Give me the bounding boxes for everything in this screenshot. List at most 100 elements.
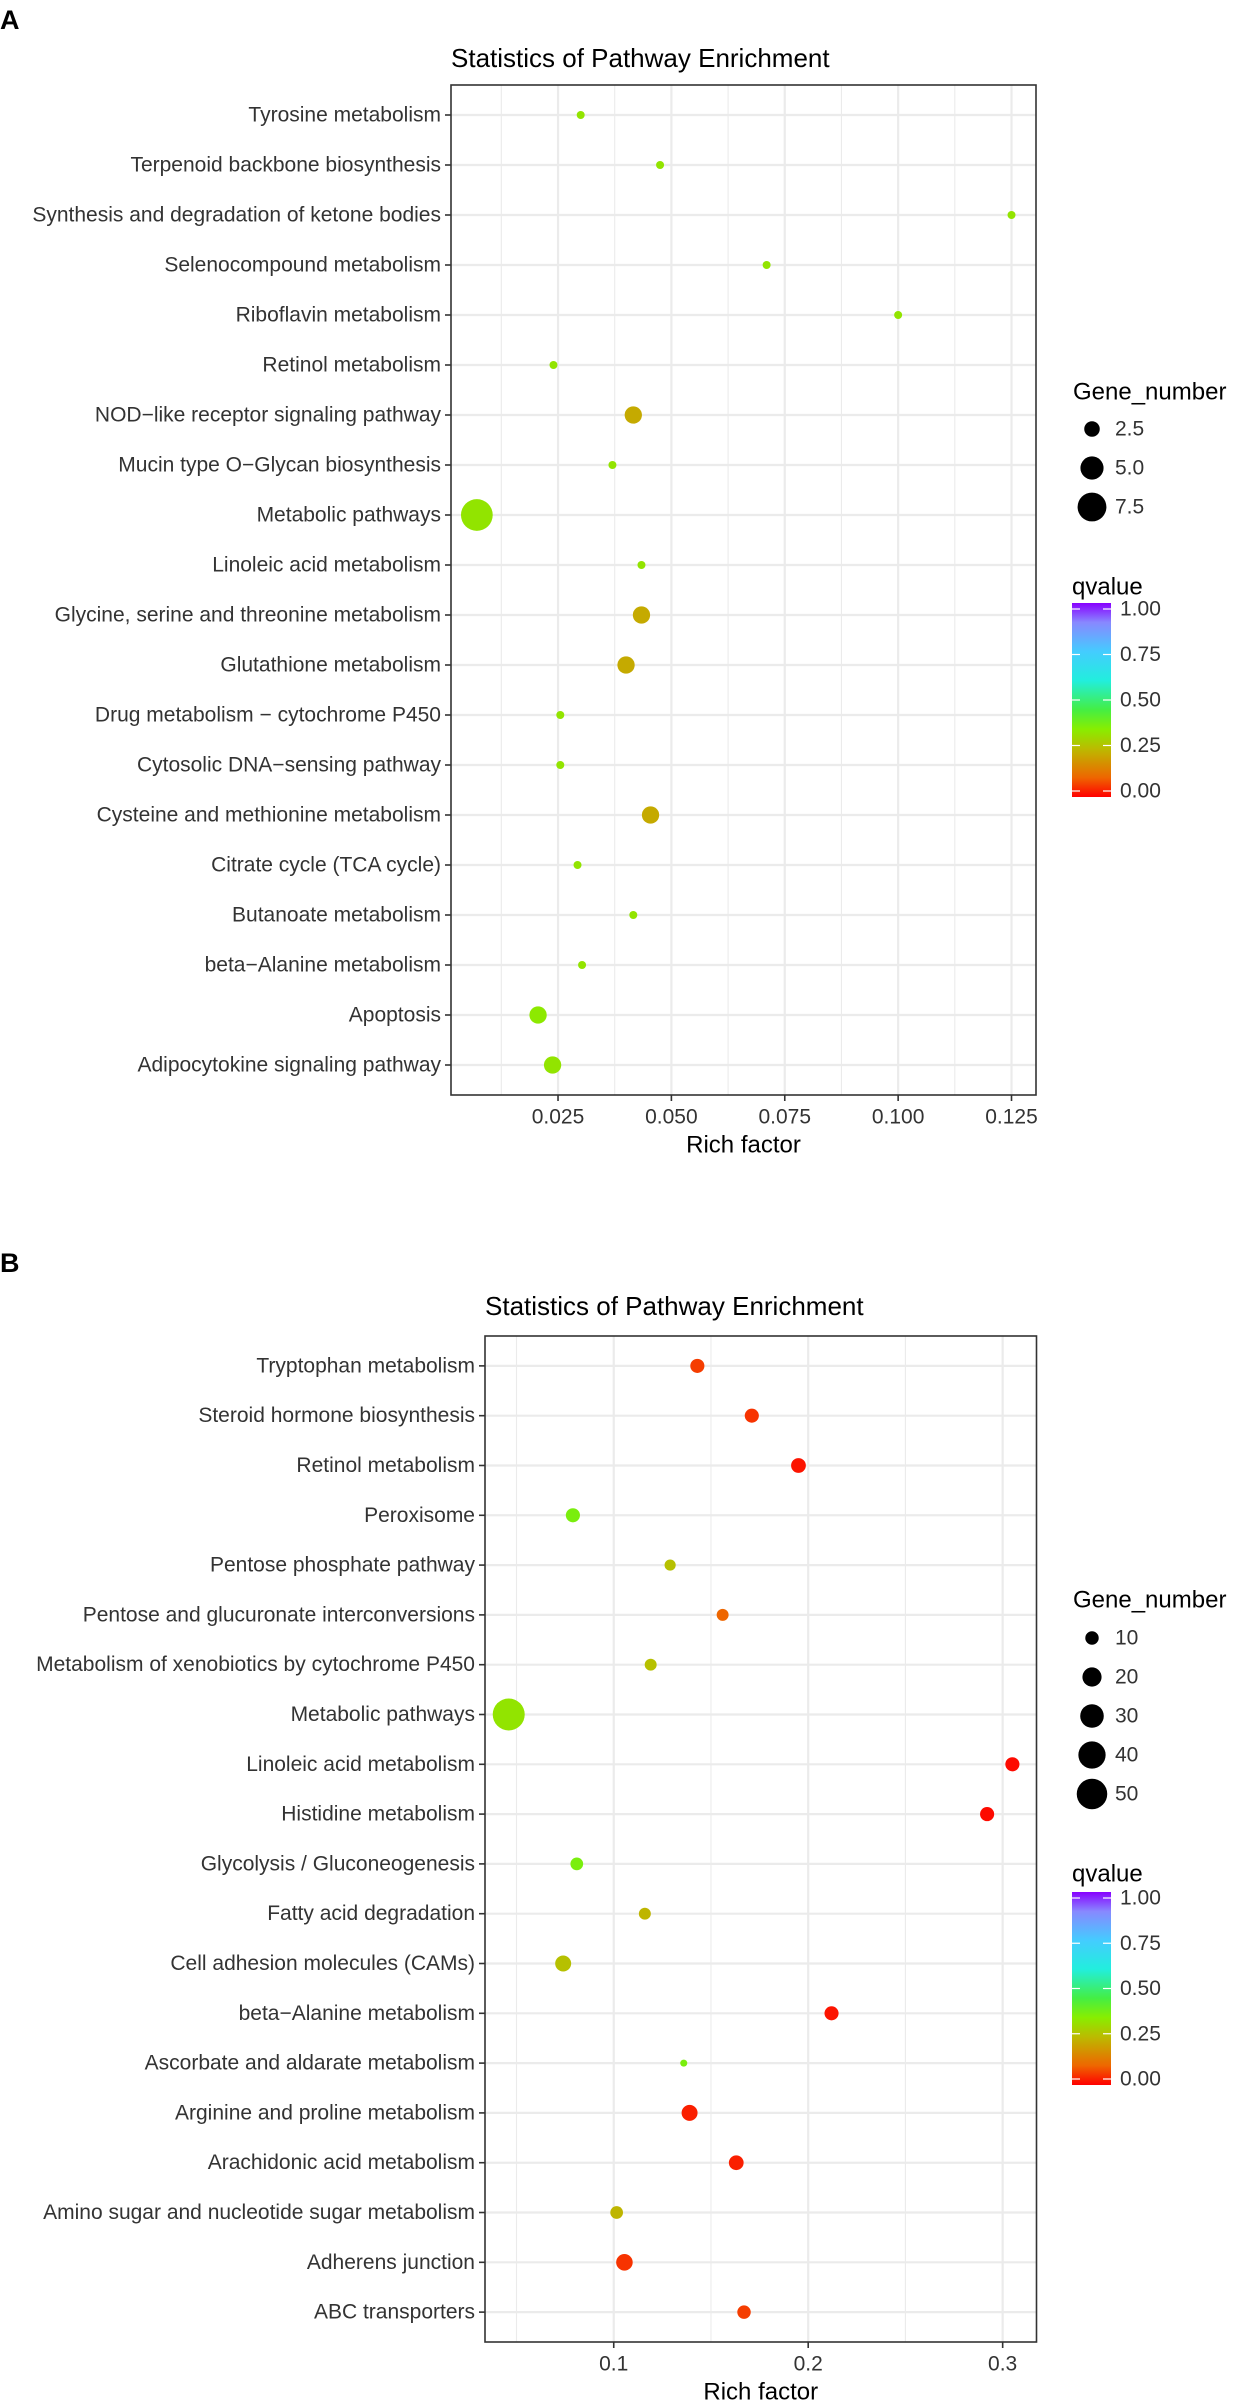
point[interactable] bbox=[762, 261, 771, 269]
colorbar-label: 0.00 bbox=[1120, 780, 1161, 803]
x-tick-label: 0.1 bbox=[599, 2353, 628, 2376]
point[interactable] bbox=[549, 361, 558, 369]
point[interactable] bbox=[629, 911, 638, 919]
point[interactable] bbox=[728, 2155, 744, 2171]
y-tick-label: Apoptosis bbox=[349, 1004, 441, 1027]
point[interactable] bbox=[1005, 1757, 1020, 1772]
point[interactable] bbox=[980, 1807, 995, 1822]
point[interactable] bbox=[529, 1006, 547, 1024]
point[interactable] bbox=[744, 1408, 759, 1423]
y-tick-label: Arachidonic acid metabolism bbox=[208, 2151, 475, 2174]
point[interactable] bbox=[716, 1608, 729, 1621]
y-tick-label: Pentose phosphate pathway bbox=[210, 1554, 476, 1577]
point[interactable] bbox=[641, 806, 660, 824]
y-tick-label: Metabolic pathways bbox=[257, 504, 441, 527]
point[interactable] bbox=[656, 161, 665, 169]
colorbar-label: 0.25 bbox=[1120, 734, 1161, 757]
size-legend-label: 30 bbox=[1115, 1705, 1138, 1728]
point[interactable] bbox=[570, 1857, 584, 1871]
point[interactable] bbox=[578, 961, 587, 969]
point[interactable] bbox=[565, 1508, 580, 1523]
size-legend-key bbox=[1080, 456, 1104, 480]
x-tick-label: 0.3 bbox=[988, 2353, 1017, 2376]
point[interactable] bbox=[617, 656, 635, 674]
y-tick-label: Steroid hormone biosynthesis bbox=[198, 1404, 475, 1427]
size-legend-label: 2.5 bbox=[1115, 418, 1144, 441]
point[interactable] bbox=[556, 711, 565, 719]
points bbox=[492, 1358, 1020, 2319]
plot-area bbox=[451, 85, 1036, 1095]
point[interactable] bbox=[608, 461, 617, 469]
point[interactable] bbox=[624, 406, 642, 424]
color-legend-title: qvalue bbox=[1072, 574, 1143, 601]
y-tick-label: Cell adhesion molecules (CAMs) bbox=[170, 1952, 475, 1975]
point[interactable] bbox=[616, 2254, 633, 2271]
colorbar-label: 0.25 bbox=[1120, 2022, 1161, 2045]
x-axis-label: Rich factor bbox=[686, 1132, 801, 1159]
size-legend-title: Gene_number bbox=[1073, 1587, 1226, 1614]
point[interactable] bbox=[690, 1358, 705, 1373]
point[interactable] bbox=[681, 2104, 698, 2121]
size-legend-label: 20 bbox=[1115, 1666, 1138, 1689]
y-tick-label: Arginine and proline metabolism bbox=[175, 2101, 475, 2124]
point[interactable] bbox=[737, 2305, 751, 2319]
y-tick-label: Glycolysis / Gluconeogenesis bbox=[201, 1852, 475, 1875]
size-legend-key bbox=[1076, 1778, 1108, 1810]
y-tick-label: Ascorbate and aldarate metabolism bbox=[145, 2052, 475, 2075]
y-tick-label: NOD−like receptor signaling pathway bbox=[95, 404, 442, 427]
point[interactable] bbox=[1007, 211, 1016, 219]
size-legend-label: 40 bbox=[1115, 1744, 1138, 1767]
y-tick-label: Cytosolic DNA−sensing pathway bbox=[137, 754, 442, 777]
y-tick-label: Tryptophan metabolism bbox=[256, 1354, 475, 1377]
y-tick-label: Tyrosine metabolism bbox=[248, 104, 441, 127]
x-tick-label: 0.2 bbox=[794, 2353, 823, 2376]
point[interactable] bbox=[555, 1955, 572, 1972]
point[interactable] bbox=[894, 311, 903, 319]
panel-label: A bbox=[0, 5, 20, 35]
colorbar-label: 1.00 bbox=[1120, 1887, 1161, 1910]
panel-a: A Statistics of Pathway Enrichment Tyrosin… bbox=[0, 5, 1226, 1159]
point[interactable] bbox=[824, 2006, 839, 2021]
colorbar-label: 0.50 bbox=[1120, 689, 1161, 712]
point[interactable] bbox=[664, 1559, 676, 1571]
point[interactable] bbox=[460, 499, 493, 531]
size-legend-label: 10 bbox=[1115, 1627, 1138, 1650]
point[interactable] bbox=[632, 606, 651, 624]
y-tick-label: Citrate cycle (TCA cycle) bbox=[211, 854, 441, 877]
size-legend-key bbox=[1078, 1741, 1106, 1769]
y-tick-label: beta−Alanine metabolism bbox=[205, 954, 441, 977]
colorbar-label: 0.00 bbox=[1120, 2068, 1161, 2091]
x-tick-label: 0.100 bbox=[872, 1106, 925, 1129]
y-tick-label: Drug metabolism − cytochrome P450 bbox=[95, 704, 441, 727]
y-tick-label: Linoleic acid metabolism bbox=[246, 1753, 475, 1776]
point[interactable] bbox=[573, 861, 582, 869]
point[interactable] bbox=[638, 1907, 651, 1920]
point[interactable] bbox=[556, 761, 565, 769]
y-tick-label: Synthesis and degradation of ketone bodi… bbox=[32, 204, 441, 227]
y-tick-label: Terpenoid backbone biosynthesis bbox=[130, 154, 441, 177]
point[interactable] bbox=[791, 1458, 806, 1473]
x-axis-label: Rich factor bbox=[703, 2379, 818, 2406]
point[interactable] bbox=[637, 561, 646, 569]
x-tick-label: 0.125 bbox=[985, 1106, 1038, 1129]
y-tick-label: Glycine, serine and threonine metabolism bbox=[55, 604, 441, 627]
y-tick-label: Metabolism of xenobiotics by cytochrome … bbox=[36, 1653, 475, 1676]
size-legend-label: 50 bbox=[1115, 1783, 1138, 1806]
point[interactable] bbox=[644, 1658, 657, 1671]
plot-area bbox=[485, 1336, 1037, 2342]
y-tick-label: Peroxisome bbox=[364, 1504, 475, 1527]
size-legend: Gene_number 2.5 5.0 7.5 bbox=[1073, 379, 1226, 522]
size-legend: Gene_number 10 20 30 40 50 bbox=[1073, 1587, 1226, 1810]
y-tick-label: Adipocytokine signaling pathway bbox=[137, 1054, 441, 1077]
panel-label: B bbox=[0, 1248, 20, 1278]
color-legend-title: qvalue bbox=[1072, 1861, 1143, 1888]
y-tick-label: Riboflavin metabolism bbox=[236, 304, 441, 327]
point[interactable] bbox=[680, 2059, 688, 2067]
y-tick-label: Retinol metabolism bbox=[296, 1454, 475, 1477]
point[interactable] bbox=[610, 2206, 624, 2219]
point[interactable] bbox=[543, 1056, 562, 1074]
points bbox=[460, 111, 1016, 1074]
point[interactable] bbox=[492, 1698, 525, 1731]
point[interactable] bbox=[576, 111, 585, 119]
